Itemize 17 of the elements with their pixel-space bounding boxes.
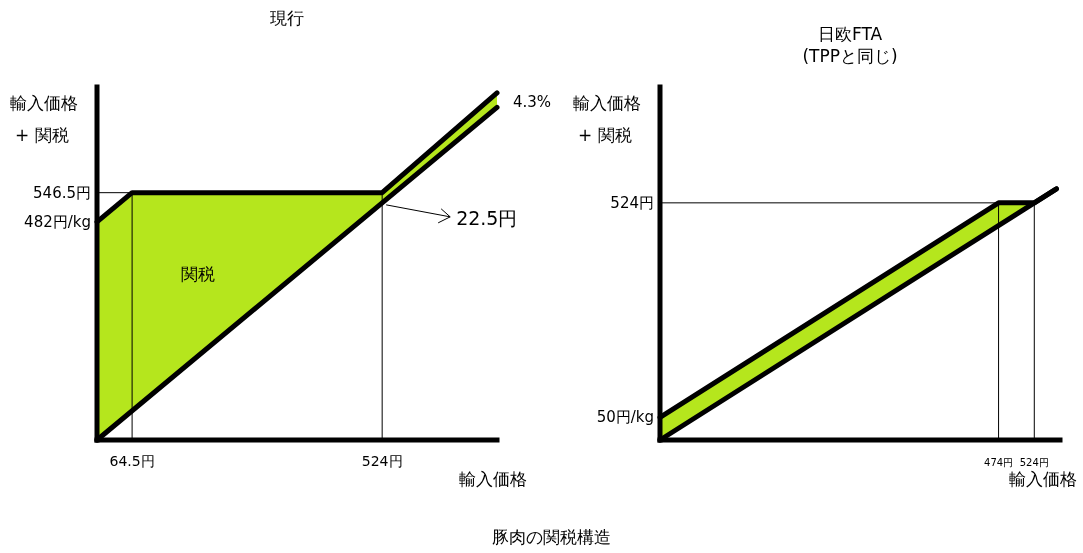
- chart-title: 日欧FTA (TPPと同じ): [802, 24, 898, 66]
- text: 豚肉の関税構造: [492, 527, 611, 547]
- x-axis-title: 輸入価格: [459, 469, 527, 489]
- y-axis-title: 輸入価格 + 関税: [10, 93, 78, 145]
- chart-title: 現行: [270, 8, 304, 28]
- y-tick-label: 482円/kg: [24, 212, 91, 231]
- x-tick-label: 524円: [361, 453, 403, 469]
- y-tick-label: 546.5円: [33, 183, 91, 202]
- x-tick-label: 474円: [984, 457, 1014, 468]
- y-axis-title: 輸入価格 + 関税: [573, 93, 641, 145]
- y-tick-label: 50円/kg: [596, 408, 654, 427]
- x-tick-label: 64.5円: [109, 453, 155, 469]
- text: 4.3%: [513, 92, 552, 111]
- x-tick-label: 524円: [1019, 457, 1049, 468]
- annotation: 関税: [181, 264, 215, 285]
- x-axis-title: 輸入価格: [1009, 469, 1077, 489]
- annotation: 22.5円: [456, 206, 518, 229]
